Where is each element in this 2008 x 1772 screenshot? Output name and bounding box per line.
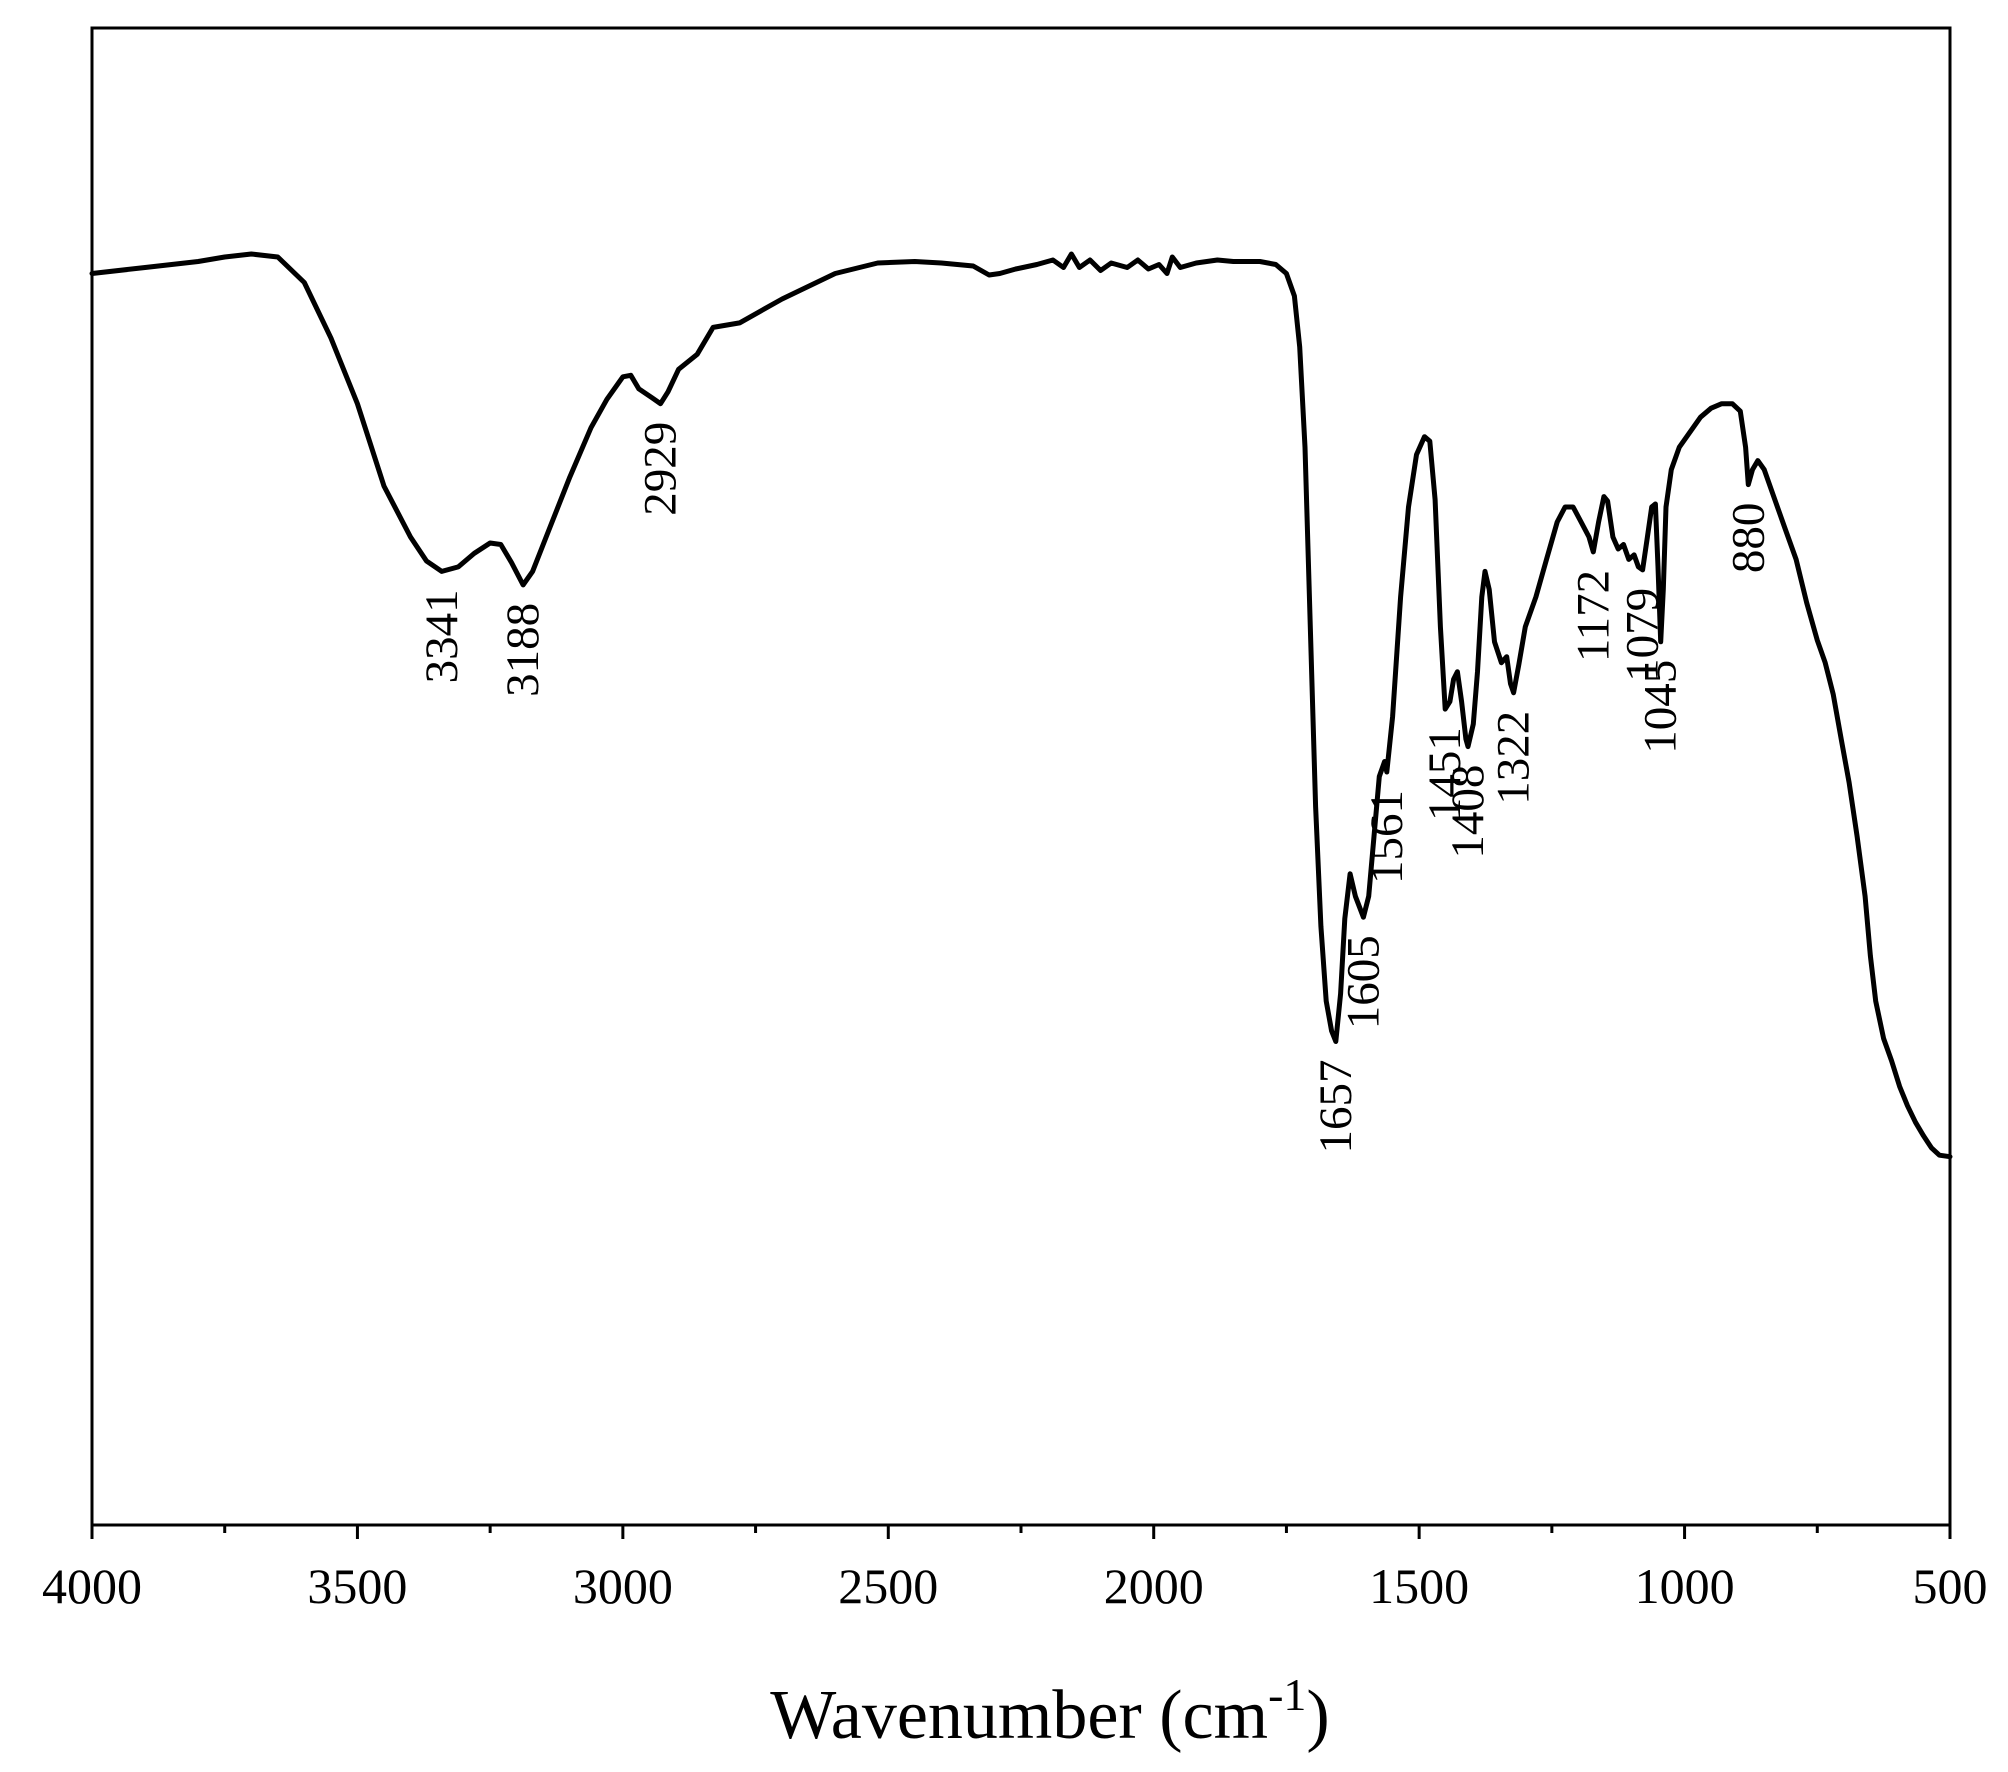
peak-label: 880 bbox=[1722, 503, 1774, 573]
peak-label: 1172 bbox=[1567, 570, 1619, 662]
peak-label: 1408 bbox=[1442, 765, 1494, 859]
x-tick-label: 3500 bbox=[307, 1558, 407, 1614]
peak-label: 3341 bbox=[416, 589, 468, 683]
x-tick-label: 1500 bbox=[1369, 1558, 1469, 1614]
series-layer bbox=[89, 251, 1953, 1160]
x-axis-title-superscript: -1 bbox=[1268, 1669, 1306, 1720]
x-tick-label: 2000 bbox=[1104, 1558, 1204, 1614]
peak-label: 1322 bbox=[1488, 711, 1540, 805]
peak-label: 1079 bbox=[1617, 588, 1669, 682]
plot-frame bbox=[90, 26, 1952, 1527]
peak-label: 2929 bbox=[635, 422, 687, 516]
plot-border bbox=[90, 26, 1952, 1527]
peak-label: 1451 bbox=[1419, 727, 1471, 821]
peak-label: 3188 bbox=[497, 603, 549, 697]
peak-label: 1605 bbox=[1337, 935, 1389, 1029]
x-axis-title: Wavenumber (cm-1) bbox=[770, 1669, 1329, 1754]
peak-label: 1657 bbox=[1310, 1060, 1362, 1154]
x-axis-ticks: 4000 3500 3000 2500 2000 1500 1000 500 bbox=[42, 1525, 1988, 1614]
x-axis-title-close: ) bbox=[1306, 1677, 1329, 1754]
x-axis-title-text: Wavenumber (cm bbox=[770, 1677, 1268, 1754]
peak-label: 1561 bbox=[1361, 790, 1413, 884]
x-tick-label: 500 bbox=[1913, 1558, 1988, 1614]
spectrum-line bbox=[89, 251, 1953, 1160]
peak-label: 1045 bbox=[1635, 660, 1687, 754]
x-tick-label: 3000 bbox=[573, 1558, 673, 1614]
x-tick-label: 2500 bbox=[838, 1558, 938, 1614]
x-tick-label: 4000 bbox=[42, 1558, 142, 1614]
x-tick-label: 1000 bbox=[1635, 1558, 1735, 1614]
